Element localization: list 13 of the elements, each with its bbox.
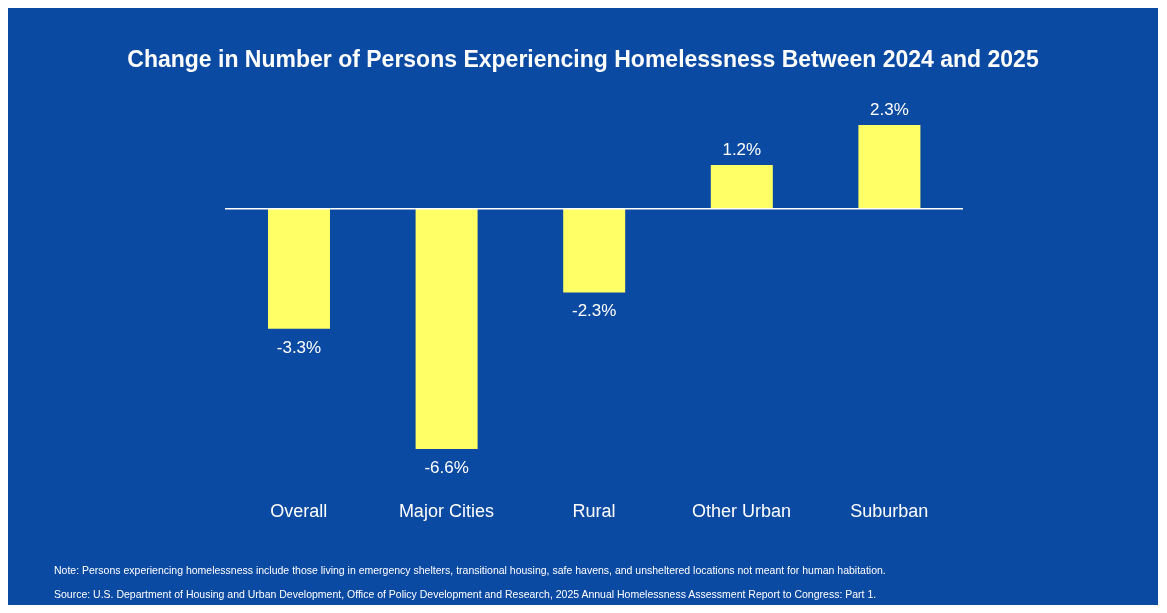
source-note: Source: U.S. Department of Housing and Urban Development, Office of Policy Development and Research, 2025 Annual Homelessness Assessment Report to Congress: Part 1.	[54, 587, 878, 602]
data-label: -6.6%	[424, 458, 469, 477]
x-tick-label: Suburban	[850, 501, 929, 521]
x-tick-label: Major Cities	[398, 501, 494, 521]
x-tick-label: Rural	[572, 501, 616, 521]
data-label: -2.3%	[571, 301, 617, 321]
x-tick-label: Other Urban	[692, 501, 792, 521]
x-tick-label: Overall	[270, 501, 328, 521]
chart-title: Change in Number of Persons Experiencing Homelessness Between 2024 and 2025	[126, 46, 1040, 73]
text: Note: Persons experiencing homelessness include those living in emergency shelters, transitional housing, safe havens, and unsheltered locations not meant for human habitation.	[54, 563, 886, 578]
data-label: 1.2%	[722, 140, 762, 160]
data-label: -3.3%	[276, 337, 322, 357]
data-label: 2.3%	[870, 100, 909, 119]
